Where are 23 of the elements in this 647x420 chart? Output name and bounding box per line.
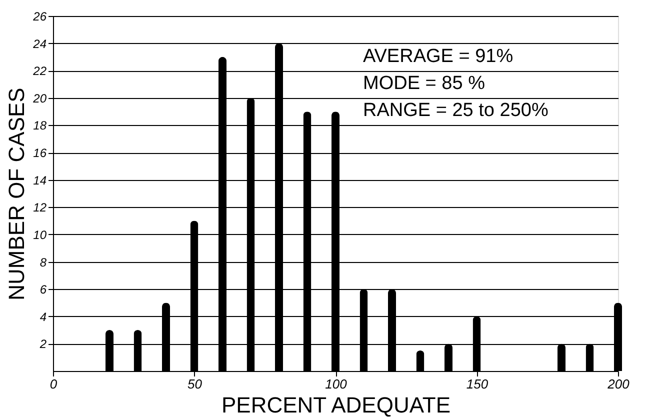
- annotation: AVERAGE = 91%: [363, 46, 514, 67]
- annotation: RANGE = 25 to 250%: [363, 100, 548, 121]
- x-tick-label: 50: [188, 376, 203, 392]
- y-tick-label: 18: [33, 118, 47, 133]
- y-tick-label: 16: [33, 146, 47, 160]
- y-tick-label: 26: [32, 10, 47, 24]
- y-tick-label: 8: [40, 255, 47, 270]
- x-tick-label: 200: [606, 376, 630, 392]
- annotation: MODE = 85 %: [363, 73, 486, 94]
- x-tick-label: 150: [466, 376, 489, 392]
- y-tick-label: 20: [32, 91, 47, 106]
- x-tick-label: 100: [325, 376, 348, 392]
- y-tick-label: 2: [38, 337, 47, 352]
- y-axis-title: NUMBER OF CASES: [4, 88, 30, 300]
- y-tick-label: 4: [40, 310, 47, 324]
- y-tick-label: 6: [40, 282, 47, 297]
- y-tick-label: 24: [32, 36, 47, 51]
- y-tick-label: 10: [33, 228, 47, 242]
- y-tick-label: 12: [33, 200, 47, 215]
- x-tick-label: 0: [50, 376, 58, 392]
- y-tick-label: 22: [32, 64, 47, 78]
- y-tick-label: 14: [33, 173, 47, 188]
- x-axis-title: PERCENT ADEQUATE: [221, 392, 451, 418]
